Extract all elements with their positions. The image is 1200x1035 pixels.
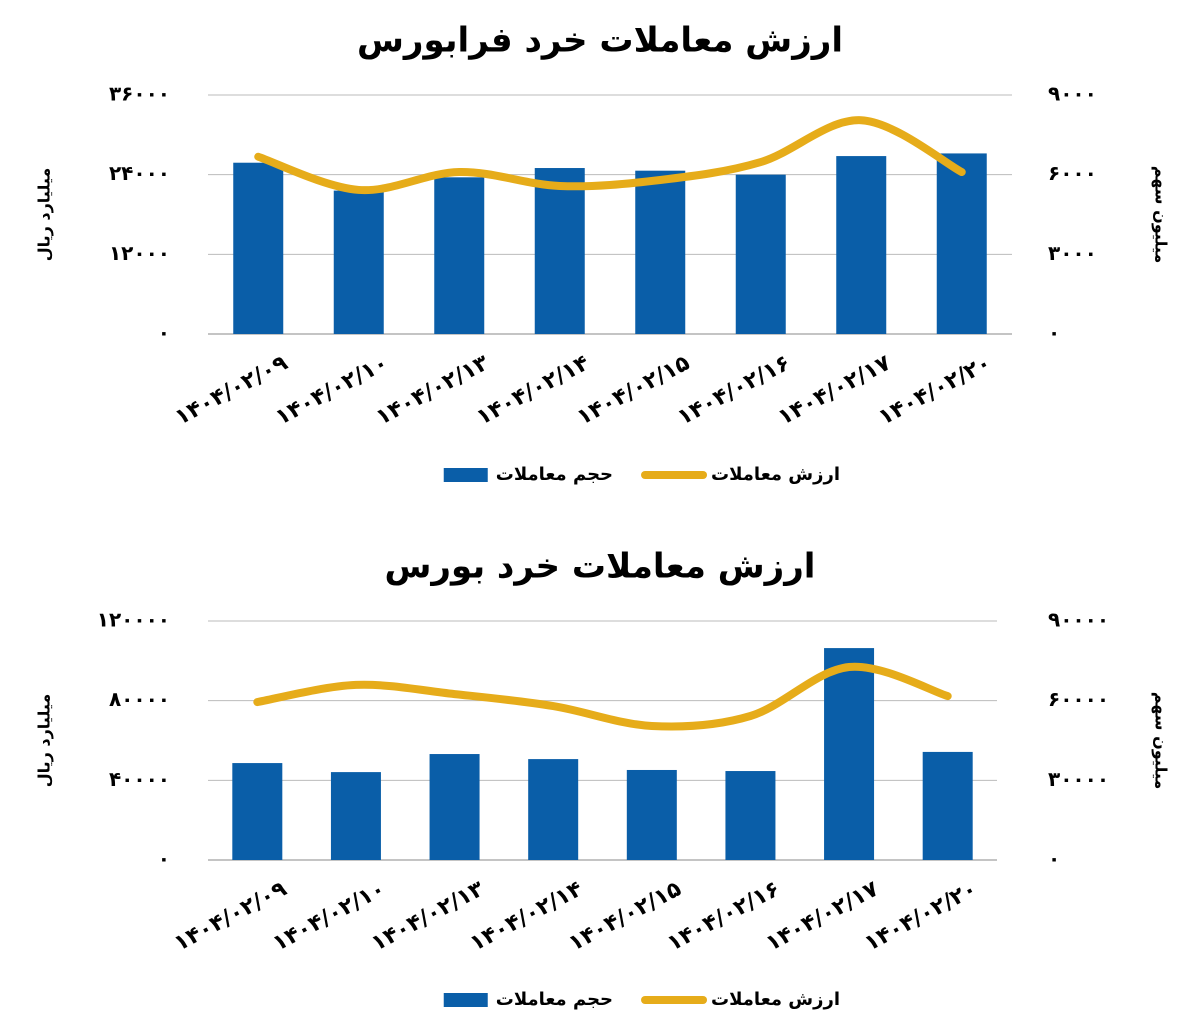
y2-tick-label: ۳۰۰۰ (1048, 241, 1097, 265)
x-tick-label: ۱۴۰۴/۰۲/۱۴ (473, 351, 594, 431)
y2-tick-label: ۶۰۰۰۰ (1048, 687, 1109, 711)
x-tick-label: ۱۴۰۴/۰۲/۱۷ (774, 350, 895, 430)
bar (626, 769, 677, 860)
bar (936, 153, 987, 334)
bar (333, 190, 384, 334)
bar (429, 754, 480, 860)
y2-tick-label: ۹۰۰۰ (1048, 82, 1097, 106)
line (253, 662, 952, 731)
y-axis-label: میلیارد ریال (35, 694, 54, 788)
legend-label: ارزش معاملات (711, 989, 840, 1010)
bar (528, 759, 579, 860)
x-tick-label: ۱۴۰۴/۰۲/۲۰ (861, 877, 982, 957)
legend-label: ارزش معاملات (711, 464, 840, 485)
legend-swatch (443, 468, 488, 482)
legend-label: حجم معاملات (496, 989, 613, 1010)
x-tick-label: ۱۴۰۴/۰۲/۱۶ (674, 351, 795, 431)
bar (434, 177, 485, 334)
y2-tick-label: ۶۰۰۰ (1048, 161, 1097, 185)
x-tick-label: ۱۴۰۴/۰۲/۱۵ (573, 351, 694, 431)
x-tick-label: ۱۴۰۴/۰۲/۲۰ (875, 351, 996, 431)
y2-tick-label: ۹۰۰۰۰ (1048, 608, 1109, 632)
y2-tick-label: ۰ (1048, 847, 1060, 871)
x-tick-label: ۱۴۰۴/۰۲/۱۰ (269, 877, 390, 957)
line (254, 116, 966, 195)
bar (725, 771, 776, 860)
bar (824, 648, 875, 860)
y2-axis-label: میلیون سهم (1152, 692, 1171, 790)
y-tick-label: ۴۰۰۰۰ (109, 767, 170, 791)
bar (836, 156, 887, 334)
y-tick-label: ۱۲۰۰۰۰ (97, 608, 170, 632)
bar (233, 162, 284, 334)
x-tick-label: ۱۴۰۴/۰۲/۱۳ (372, 350, 493, 430)
bar (635, 170, 686, 334)
legend-swatch (443, 993, 488, 1007)
x-tick-label: ۱۴۰۴/۰۲/۱۵ (565, 877, 686, 957)
y-tick-label: ۱۲۰۰۰ (109, 241, 170, 265)
y-axis-label: میلیارد ریال (35, 168, 54, 262)
y2-tick-label: ۳۰۰۰۰ (1048, 767, 1109, 791)
chart-title: ارزش معاملات خرد فرابورس (357, 21, 843, 61)
x-tick-label: ۱۴۰۴/۰۲/۱۰ (272, 351, 393, 431)
bar (735, 174, 786, 334)
x-tick-label: ۱۴۰۴/۰۲/۰۹ (171, 351, 292, 431)
x-tick-label: ۱۴۰۴/۰۲/۰۹ (170, 877, 291, 957)
bar (330, 772, 381, 860)
y-tick-label: ۸۰۰۰۰ (109, 687, 170, 711)
y-tick-label: ۰ (158, 321, 170, 345)
y2-tick-label: ۰ (1048, 321, 1060, 345)
y-tick-label: ۰ (158, 847, 170, 871)
x-tick-label: ۱۴۰۴/۰۲/۱۴ (466, 877, 587, 957)
legend-label: حجم معاملات (496, 464, 613, 485)
bar (922, 751, 973, 860)
chart-title: ارزش معاملات خرد بورس (385, 547, 816, 587)
y-tick-label: ۲۴۰۰۰ (109, 161, 170, 185)
x-tick-label: ۱۴۰۴/۰۲/۱۶ (663, 877, 784, 957)
y2-axis-label: میلیون سهم (1152, 166, 1171, 264)
bar (534, 168, 585, 334)
bar (232, 763, 283, 860)
y-tick-label: ۳۶۰۰۰ (109, 82, 170, 106)
